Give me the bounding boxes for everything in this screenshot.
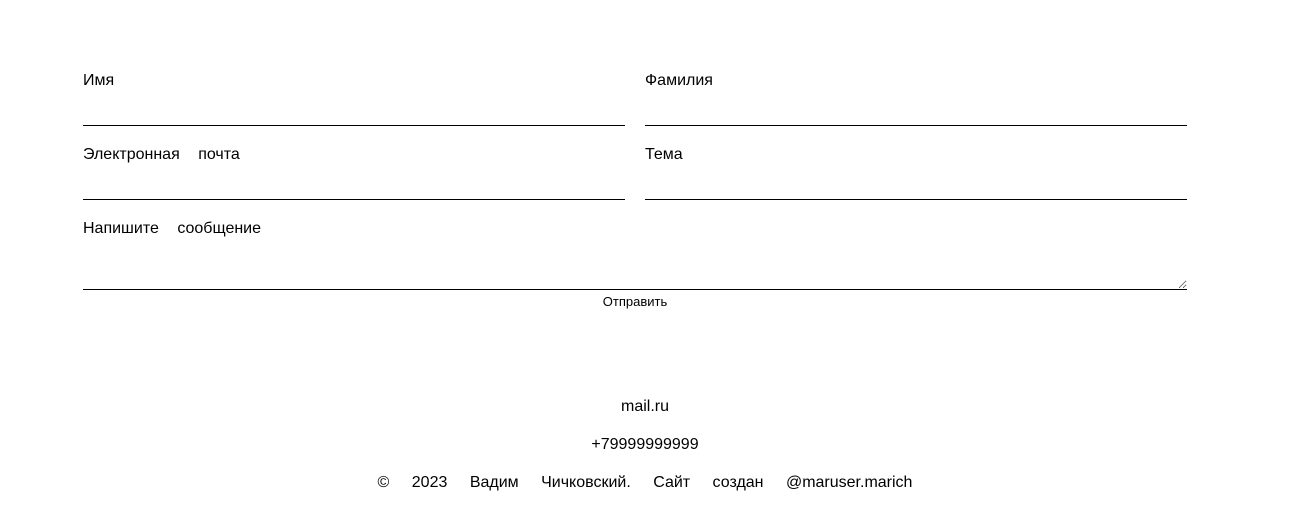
last-name-label: Фамилия [645,72,713,89]
message-textarea[interactable] [83,254,1187,290]
first-name-field-group: Имя [83,70,625,144]
footer-copyright: © 2023 Вадим Чичковский. Сайт создан @ma… [377,474,913,491]
form-row-names: Имя Фамилия [83,70,1187,144]
submit-button[interactable]: Отправить [600,292,670,310]
message-label: Напишите сообщение [83,220,262,237]
first-name-label: Имя [83,72,115,89]
email-field-group: Электронная почта [83,144,625,218]
subject-label: Тема [645,146,683,163]
subject-input[interactable] [645,180,1187,200]
email-input[interactable] [83,180,625,200]
first-name-input[interactable] [83,106,625,126]
email-label: Электронная почта [83,146,240,163]
form-row-contact: Электронная почта Тема [83,144,1187,218]
last-name-input[interactable] [645,106,1187,126]
footer-phone: +79999999999 [591,436,699,453]
page-footer: mail.ru +79999999999 © 2023 Вадим Чичков… [0,396,1290,510]
footer-email: mail.ru [620,398,669,415]
subject-field-group: Тема [645,144,1187,218]
last-name-field-group: Фамилия [645,70,1187,144]
message-field-group: Напишите сообщение [83,218,1187,290]
contact-form: Имя Фамилия Электронная почта Тема Напиш… [83,70,1187,290]
